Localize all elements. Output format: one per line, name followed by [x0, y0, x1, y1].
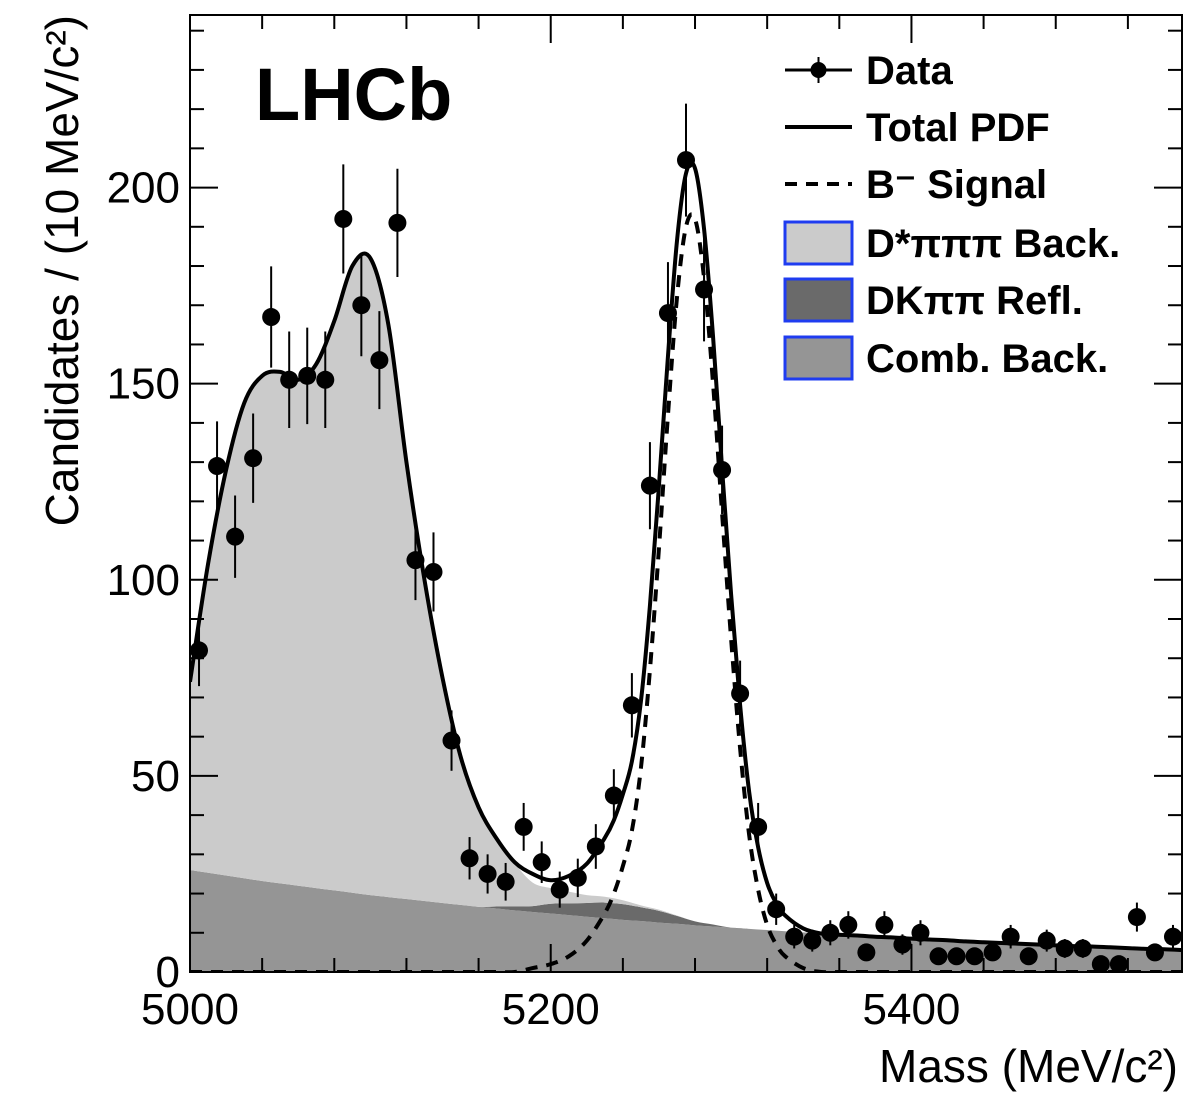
data-point [803, 931, 822, 950]
y-tick-label: 200 [107, 164, 180, 213]
data-point [550, 880, 569, 899]
data-point [695, 280, 714, 299]
data-point [334, 209, 353, 228]
data-point [478, 864, 497, 883]
data-point [190, 641, 209, 660]
legend-label: Data [866, 49, 953, 93]
data-point [749, 817, 768, 836]
area-component [190, 254, 1182, 951]
legend-label: Comb. Back. [866, 337, 1108, 381]
legend-label: DKππ Refl. [866, 279, 1083, 323]
data-point [839, 915, 858, 934]
data-point [1109, 955, 1128, 972]
y-axis-title: Candidates / (10 MeV/c²) [36, 15, 88, 526]
data-point [370, 351, 389, 370]
data-point [1037, 931, 1056, 950]
data-point [965, 947, 984, 966]
data-point [857, 943, 876, 962]
data-point [352, 296, 371, 315]
axes: 0 50 100 150 200 5000 5200 5400 [107, 15, 1182, 1034]
legend-label: B⁻ Signal [866, 163, 1047, 207]
data-point [586, 837, 605, 856]
area-component [190, 870, 1182, 972]
data-point [658, 304, 677, 323]
data-point [532, 853, 551, 872]
data-point [226, 527, 245, 546]
y-tick-label: 0 [156, 948, 180, 997]
y-tick-label: 100 [107, 556, 180, 605]
x-axis-title: Mass (MeV/c²) [879, 1040, 1178, 1092]
data-point [424, 562, 443, 581]
data-point [1091, 955, 1110, 972]
data-point [496, 872, 515, 891]
legend-marker [810, 62, 827, 78]
data-point [406, 551, 425, 570]
y-tick-label: 50 [131, 752, 180, 801]
data-point [713, 460, 732, 479]
legend-swatch [783, 277, 854, 323]
legend-swatch [783, 335, 854, 381]
x-tick-label: 5200 [502, 985, 600, 1034]
data-point [875, 915, 894, 934]
data-point [442, 731, 461, 750]
frame [189, 14, 1183, 973]
data-point [208, 457, 227, 476]
total-curve [190, 160, 1182, 953]
data-point [298, 366, 317, 385]
data-point [604, 786, 623, 805]
legend: Data Total PDF B⁻ Signal D*πππ Back. DKππ Re… [783, 49, 1120, 381]
data-point [622, 696, 641, 715]
data-point [929, 947, 948, 966]
x-tick-label: 5000 [141, 985, 239, 1034]
x-tick-label: 5400 [863, 985, 961, 1034]
y-tick-label: 150 [107, 360, 180, 409]
data-point [893, 935, 912, 954]
data-point [767, 900, 786, 919]
data-point [1145, 943, 1164, 962]
experiment-label: LHCb [255, 53, 452, 136]
legend-label: D*πππ Back. [866, 222, 1120, 266]
data-point [731, 684, 750, 703]
data-point [568, 868, 587, 887]
data-point [983, 943, 1002, 962]
data-point [1055, 939, 1074, 958]
data-point [1073, 939, 1092, 958]
data-point [785, 927, 804, 946]
data-point [1163, 927, 1182, 946]
data-point [1127, 908, 1146, 927]
data-point [947, 947, 966, 966]
data-point [280, 370, 299, 389]
data-point [388, 213, 407, 232]
data-point [1001, 927, 1020, 946]
data-point [640, 476, 659, 495]
data-point [1019, 947, 1038, 966]
data-point [244, 449, 263, 468]
data-point [677, 151, 695, 170]
data-point [460, 849, 479, 868]
data-point [911, 923, 930, 942]
data-point [821, 923, 840, 942]
plot-area [190, 103, 1182, 972]
legend-swatch [783, 220, 854, 266]
data-point [262, 308, 281, 327]
legend-label: Total PDF [866, 106, 1050, 150]
data-point [514, 817, 533, 836]
data-point [316, 370, 335, 389]
